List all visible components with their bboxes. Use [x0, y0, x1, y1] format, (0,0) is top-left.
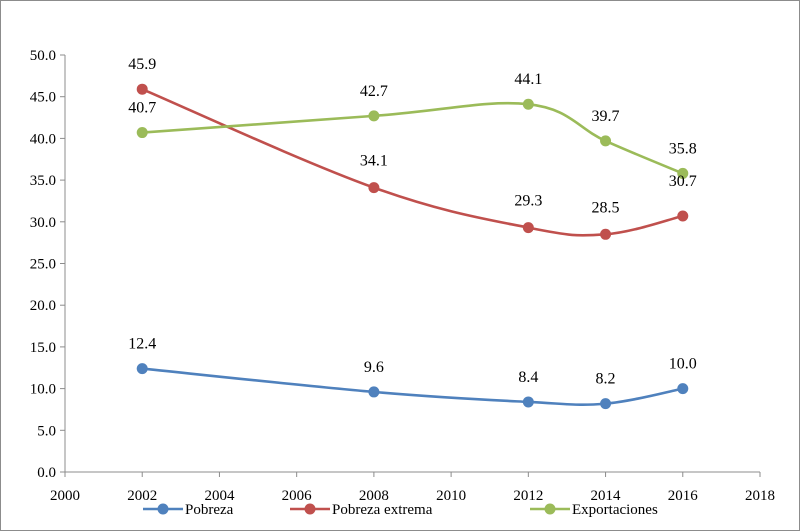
x-tick-label: 2014: [591, 488, 622, 504]
y-tick-label: 20.0: [30, 298, 56, 314]
y-tick-label: 15.0: [30, 340, 56, 356]
y-tick-label: 40.0: [30, 131, 56, 147]
series-line-pobreza-extrema: [141, 87, 684, 237]
data-point-pobreza: [368, 386, 380, 398]
data-label-pobreza-extrema: 45.9: [128, 56, 156, 73]
data-point-pobreza-extrema: [136, 83, 148, 95]
y-tick-label: 35.0: [30, 173, 56, 189]
data-label-pobreza: 8.2: [596, 371, 616, 388]
data-point-exportaciones: [136, 127, 148, 139]
data-label-exportaciones: 40.7: [128, 100, 156, 117]
x-tick-label: 2000: [50, 488, 80, 504]
x-tick-label: 2016: [668, 488, 699, 504]
y-tick-label: 0.0: [37, 465, 56, 481]
legend-label-pobreza: Pobreza: [185, 502, 234, 518]
data-point-exportaciones: [368, 110, 380, 122]
data-point-pobreza-extrema: [600, 228, 612, 240]
data-point-pobreza: [136, 363, 148, 375]
data-label-exportaciones: 35.8: [669, 140, 697, 157]
series-line-pobreza: [142, 367, 684, 407]
x-tick-label: 2006: [282, 488, 313, 504]
data-label-pobreza: 8.4: [518, 369, 538, 386]
data-point-exportaciones: [600, 135, 612, 147]
x-tick-label: 2012: [513, 488, 543, 504]
data-label-pobreza: 10.0: [669, 356, 697, 373]
data-label-pobreza: 12.4: [128, 336, 156, 353]
y-tick-label: 30.0: [30, 215, 56, 231]
data-label-pobreza-extrema: 30.7: [669, 173, 697, 190]
data-label-exportaciones: 44.1: [514, 71, 542, 88]
x-tick-label: 2008: [359, 488, 389, 504]
y-tick-label: 50.0: [30, 48, 56, 64]
series-lines: [136, 83, 689, 410]
y-tick-label: 5.0: [37, 423, 56, 439]
data-label-pobreza-extrema: 34.1: [360, 153, 388, 170]
legend-marker-exportaciones: [544, 503, 556, 515]
y-tick-label: 25.0: [30, 257, 56, 273]
legend-label-exportaciones: Exportaciones: [572, 502, 658, 518]
x-tick-label: 2010: [436, 488, 466, 504]
data-point-pobreza: [677, 383, 689, 395]
x-tick-label: 2004: [204, 488, 235, 504]
data-label-exportaciones: 39.7: [592, 108, 620, 125]
y-tick-label: 10.0: [30, 382, 56, 398]
data-label-pobreza-extrema: 29.3: [514, 193, 542, 210]
x-tick-label: 2018: [745, 488, 775, 504]
data-point-pobreza: [522, 396, 534, 408]
data-labels: 12.4 9.6 8.4 8.2 10.0 45.9 34.1 29.3 28.5 30.7 40.…: [128, 56, 697, 387]
series-line-exportaciones: [142, 101, 684, 175]
legend-marker-pobreza-extrema: [304, 503, 316, 515]
legend: Pobreza Pobreza extrema Exportaciones: [143, 502, 658, 518]
y-tick-label: 45.0: [30, 90, 56, 106]
x-tick-label: 2002: [127, 488, 157, 504]
data-point-exportaciones: [677, 167, 689, 179]
axes: 0.0 5.0 10.0 15.0 20.0 25.0 30.0 35.0 40.0 45.0 50…: [30, 48, 775, 504]
data-point-exportaciones: [522, 98, 534, 110]
data-label-pobreza-extrema: 28.5: [592, 199, 620, 216]
data-point-pobreza-extrema: [522, 222, 534, 234]
data-point-pobreza-extrema: [368, 182, 380, 194]
data-point-pobreza-extrema: [677, 210, 689, 222]
legend-label-pobreza-extrema: Pobreza extrema: [332, 502, 433, 518]
data-label-pobreza: 9.6: [364, 359, 384, 376]
data-point-pobreza: [600, 398, 612, 410]
data-label-exportaciones: 42.7: [360, 83, 388, 100]
legend-marker-pobreza: [157, 503, 169, 515]
